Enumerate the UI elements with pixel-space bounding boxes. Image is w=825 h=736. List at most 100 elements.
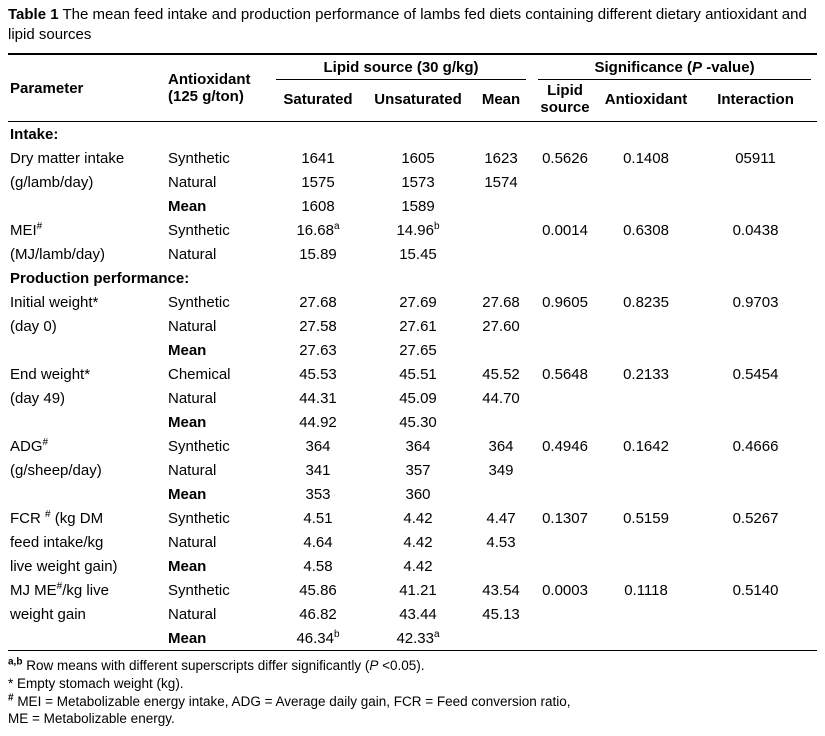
parameter-cell: (MJ/lamb/day) xyxy=(10,245,106,263)
parameter-cell xyxy=(8,410,166,434)
table-row: (day 0) Natural 27.58 27.61 27.60 xyxy=(8,314,817,338)
p-lipid-value xyxy=(532,458,598,482)
antioxidant-cell: Natural xyxy=(168,533,217,551)
mean-value: 1574 xyxy=(484,173,518,191)
table-body: Intake: Dry matter intake Synthetic 1641 160… xyxy=(8,122,817,651)
saturated-value: 16.68a xyxy=(296,220,340,239)
saturated-value: 27.68 xyxy=(299,293,337,311)
antioxidant-cell: Natural xyxy=(168,245,217,263)
unsaturated-value: 27.65 xyxy=(399,341,437,359)
p-interaction-value xyxy=(694,338,817,362)
col-header-antioxidant: Antioxidant (125 g/ton) xyxy=(166,54,270,122)
saturated-value: 1641 xyxy=(301,149,335,167)
p-interaction-value xyxy=(694,626,817,651)
unsaturated-value: 45.09 xyxy=(399,389,437,407)
footnote-me: ME = Metabolizable energy. xyxy=(8,711,175,727)
lipid-group-label: Lipid source (30 g/kg) xyxy=(276,56,527,80)
p-antioxidant-value: 0.5159 xyxy=(623,509,669,527)
p-interaction-value: 0.9703 xyxy=(732,293,779,311)
antioxidant-cell: Mean xyxy=(168,413,207,431)
saturated-value: 1608 xyxy=(301,197,335,215)
table-row: Mean 44.92 45.30 xyxy=(8,410,817,434)
p-interaction-value xyxy=(694,554,817,578)
p-lipid-value xyxy=(532,626,598,651)
section-label: Intake: xyxy=(10,125,59,143)
parameter-cell: (g/lamb/day) xyxy=(10,173,94,191)
group-header-row: Parameter Antioxidant (125 g/ton) Lipid … xyxy=(8,54,817,122)
col-group-lipid-source: Lipid source (30 g/kg) xyxy=(270,54,532,80)
saturated-value: 27.63 xyxy=(299,341,337,359)
mean-value xyxy=(470,338,532,362)
antioxidant-cell: Synthetic xyxy=(168,221,230,239)
p-interaction-value xyxy=(694,410,817,434)
p-interaction-value: 0.5267 xyxy=(732,509,779,527)
unsaturated-value: 42.33a xyxy=(396,628,440,647)
p-lipid-value: 0.1307 xyxy=(542,509,588,527)
p-interaction-value xyxy=(694,602,817,626)
p-lipid-value: 0.5648 xyxy=(542,365,588,383)
antioxidant-cell: Natural xyxy=(168,605,217,623)
parameter-cell: MEI# xyxy=(10,220,43,239)
parameter-cell: Initial weight* xyxy=(10,293,99,311)
parameter-cell: live weight gain) xyxy=(10,557,118,575)
antioxidant-cell: Mean xyxy=(168,557,207,575)
mean-value: 4.53 xyxy=(486,533,516,551)
antioxidant-cell: Synthetic xyxy=(168,437,230,455)
col-header-saturated: Saturated xyxy=(270,80,366,122)
p-antioxidant-value xyxy=(598,338,694,362)
saturated-value: 45.86 xyxy=(299,581,337,599)
col-header-unsaturated: Unsaturated xyxy=(366,80,470,122)
table-row: Mean 353 360 xyxy=(8,482,817,506)
table-row: MEI# Synthetic 16.68a 14.96b 0.0014 0.6308 0.0… xyxy=(8,218,817,242)
p-antioxidant-value xyxy=(598,626,694,651)
unsaturated-value: 27.61 xyxy=(399,317,437,335)
section-label: Production performance: xyxy=(10,269,190,287)
parameter-cell: MJ ME#/kg live xyxy=(10,580,109,599)
saturated-value: 44.31 xyxy=(299,389,337,407)
p-antioxidant-value xyxy=(598,554,694,578)
unsaturated-value: 45.51 xyxy=(399,365,437,383)
antioxidant-cell: Natural xyxy=(168,173,217,191)
saturated-value: 353 xyxy=(305,485,331,503)
antioxidant-cell: Synthetic xyxy=(168,149,230,167)
p-lipid-value xyxy=(532,314,598,338)
p-antioxidant-value xyxy=(598,482,694,506)
parameter-cell: (day 49) xyxy=(10,389,66,407)
footnote-empty-stomach: * Empty stomach weight (kg). xyxy=(8,675,184,691)
p-antioxidant-value: 0.2133 xyxy=(623,365,669,383)
table-row: Initial weight* Synthetic 27.68 27.69 27.68 0… xyxy=(8,290,817,314)
unsaturated-value: 357 xyxy=(405,461,431,479)
p-antioxidant-value xyxy=(598,410,694,434)
unsaturated-value: 1589 xyxy=(401,197,435,215)
antioxidant-cell: Synthetic xyxy=(168,581,230,599)
p-lipid-value xyxy=(532,242,598,266)
p-antioxidant-value xyxy=(598,170,694,194)
p-lipid-value xyxy=(532,386,598,410)
antioxidant-cell: Synthetic xyxy=(168,293,230,311)
saturated-value: 1575 xyxy=(301,173,335,191)
p-interaction-value: 0.5454 xyxy=(732,365,779,383)
antioxidant-cell: Natural xyxy=(168,389,217,407)
saturated-value: 4.64 xyxy=(303,533,333,551)
p-interaction-value xyxy=(694,170,817,194)
unsaturated-value: 4.42 xyxy=(403,533,433,551)
unsaturated-value: 27.69 xyxy=(399,293,437,311)
unsaturated-value: 364 xyxy=(405,437,431,455)
unsaturated-value: 14.96b xyxy=(396,220,440,239)
saturated-value: 46.82 xyxy=(299,605,337,623)
p-antioxidant-value xyxy=(598,386,694,410)
antioxidant-cell: Mean xyxy=(168,485,207,503)
unsaturated-value: 15.45 xyxy=(399,245,437,263)
mean-value xyxy=(470,218,532,242)
unsaturated-value: 360 xyxy=(405,485,431,503)
mean-value: 364 xyxy=(488,437,514,455)
p-lipid-value xyxy=(532,338,598,362)
p-interaction-value xyxy=(694,530,817,554)
antioxidant-cell: Natural xyxy=(168,461,217,479)
parameter-cell xyxy=(8,338,166,362)
table-header: Parameter Antioxidant (125 g/ton) Lipid … xyxy=(8,54,818,122)
p-interaction-value xyxy=(694,386,817,410)
footnote-superscripts: a,b Row means with different superscript… xyxy=(8,656,425,673)
p-lipid-value: 0.5626 xyxy=(542,149,588,167)
col-header-mean: Mean xyxy=(470,80,533,122)
